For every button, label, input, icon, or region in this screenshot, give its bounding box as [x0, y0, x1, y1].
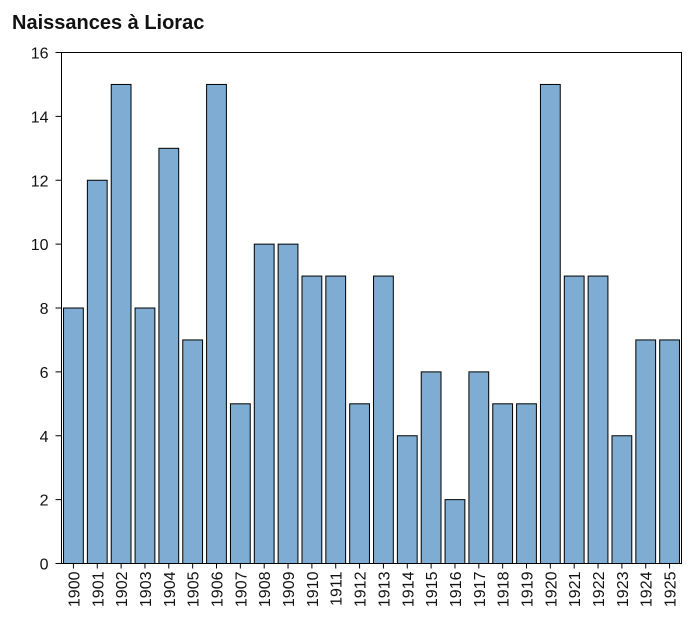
bar-1924	[635, 339, 657, 564]
x-tick-label-1911: 1911	[329, 571, 346, 606]
bar-1923	[611, 435, 633, 564]
bar-1909	[277, 243, 299, 565]
bar-1910	[301, 275, 323, 564]
plot-frame	[61, 52, 682, 564]
x-tick-label-1909: 1909	[281, 571, 298, 607]
y-tick-label-4: 4	[40, 429, 49, 446]
y-axis: 0 2 4 6 8 10 12 14 16	[31, 46, 62, 574]
bar-1917	[468, 371, 490, 565]
bar-1900	[63, 307, 84, 564]
x-tick-label-1904: 1904	[162, 571, 179, 607]
bar-1907	[229, 403, 251, 564]
bar-1906	[206, 83, 227, 564]
x-tick-label-1903: 1903	[138, 571, 155, 607]
x-tick-label-1920: 1920	[543, 571, 560, 607]
x-tick-label-1922: 1922	[591, 571, 608, 607]
x-tick-label-1919: 1919	[520, 571, 537, 607]
x-tick-label-1901: 1901	[90, 571, 107, 607]
x-tick-label-1924: 1924	[639, 571, 656, 607]
bar-1915	[420, 371, 442, 565]
x-tick-label-1905: 1905	[186, 571, 203, 607]
bar-1919	[516, 403, 537, 564]
x-tick-label-1913: 1913	[376, 571, 393, 607]
bar-1913	[373, 275, 394, 564]
bars-group	[63, 83, 680, 565]
x-tick-label-1925: 1925	[663, 571, 680, 607]
chart-title: Naissances à Liorac	[12, 12, 204, 34]
bar-1902	[110, 83, 132, 564]
bar-1903	[134, 307, 156, 564]
x-tick-label-1906: 1906	[210, 571, 227, 607]
x-tick-label-1907: 1907	[233, 571, 250, 607]
bar-1920	[539, 83, 561, 564]
y-tick-label-6: 6	[40, 365, 49, 382]
y-tick-label-10: 10	[31, 237, 49, 254]
y-tick-label-16: 16	[31, 46, 49, 63]
x-tick-label-1923: 1923	[615, 571, 632, 607]
bar-1922	[587, 275, 609, 564]
x-tick-label-1900: 1900	[66, 571, 83, 607]
x-axis: 1900 1901 1902 1903 1904 1905 1906 1907 1908 1909…	[66, 563, 680, 607]
y-tick-label-8: 8	[40, 301, 49, 318]
bar-1916	[444, 499, 466, 565]
bar-1905	[182, 339, 204, 564]
bar-1918	[492, 403, 514, 564]
x-tick-label-1921: 1921	[567, 571, 584, 607]
bar-1912	[349, 403, 370, 564]
x-tick-label-1916: 1916	[448, 571, 465, 607]
bar-1904	[158, 147, 180, 564]
x-tick-label-1915: 1915	[424, 571, 441, 607]
x-tick-label-1917: 1917	[472, 571, 489, 607]
x-tick-label-1912: 1912	[353, 571, 370, 607]
y-tick-label-12: 12	[31, 173, 49, 190]
x-tick-label-1910: 1910	[305, 571, 322, 607]
x-tick-label-1914: 1914	[400, 571, 417, 607]
y-tick-label-2: 2	[40, 493, 49, 510]
x-tick-label-1918: 1918	[496, 571, 513, 607]
bar-1908	[253, 243, 275, 565]
bar-1925	[659, 339, 680, 564]
x-tick-label-1908: 1908	[257, 571, 274, 607]
y-tick-label-0: 0	[40, 557, 49, 574]
x-tick-label-1902: 1902	[114, 571, 131, 607]
y-tick-label-14: 14	[31, 109, 49, 126]
bar-1901	[86, 179, 108, 564]
bar-1914	[396, 435, 418, 564]
bar-1911	[325, 275, 347, 564]
bar-1921	[563, 275, 585, 564]
